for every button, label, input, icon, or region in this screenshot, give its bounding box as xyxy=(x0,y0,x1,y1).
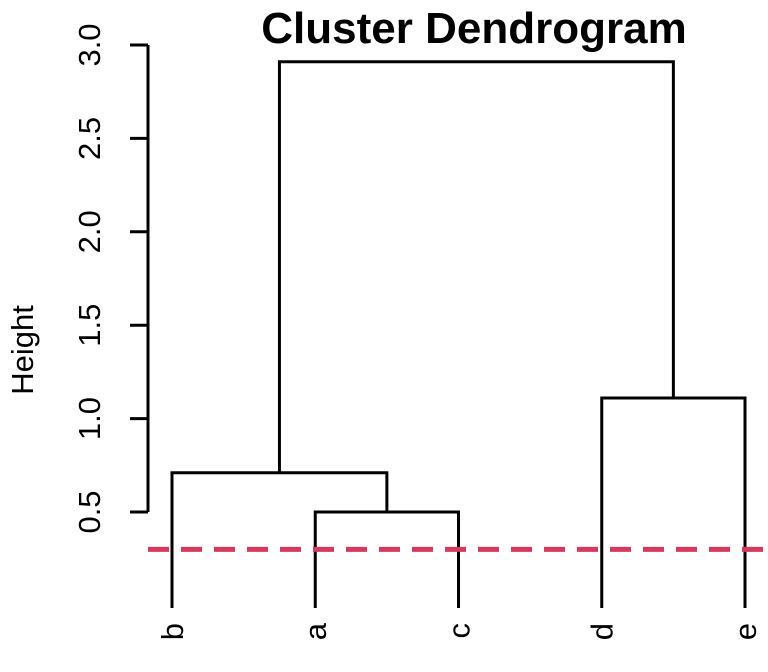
y-tick-label: 2.5 xyxy=(72,117,107,160)
y-tick-labels: 0.5 1.0 1.5 2.0 2.5 3.0 xyxy=(72,23,107,533)
y-tick-label: 1.0 xyxy=(72,397,107,440)
dendrogram-link xyxy=(313,510,460,608)
dendrogram-links xyxy=(170,60,747,608)
dendrogram-link xyxy=(600,396,747,608)
leaf-label: b xyxy=(155,623,190,640)
leaf-label: a xyxy=(298,622,333,640)
leaf-label: e xyxy=(728,623,763,640)
dendrogram-link xyxy=(277,60,675,473)
dendrogram-link xyxy=(170,471,389,608)
y-tick-label: 3.0 xyxy=(72,23,107,66)
y-tick-label: 1.5 xyxy=(72,304,107,347)
y-axis xyxy=(130,43,150,514)
chart-title: Cluster Dendrogram xyxy=(261,4,687,53)
y-tick-label: 2.0 xyxy=(72,210,107,253)
leaf-label: c xyxy=(441,623,476,639)
y-tick-label: 0.5 xyxy=(72,490,107,533)
leaf-label: d xyxy=(585,623,620,640)
